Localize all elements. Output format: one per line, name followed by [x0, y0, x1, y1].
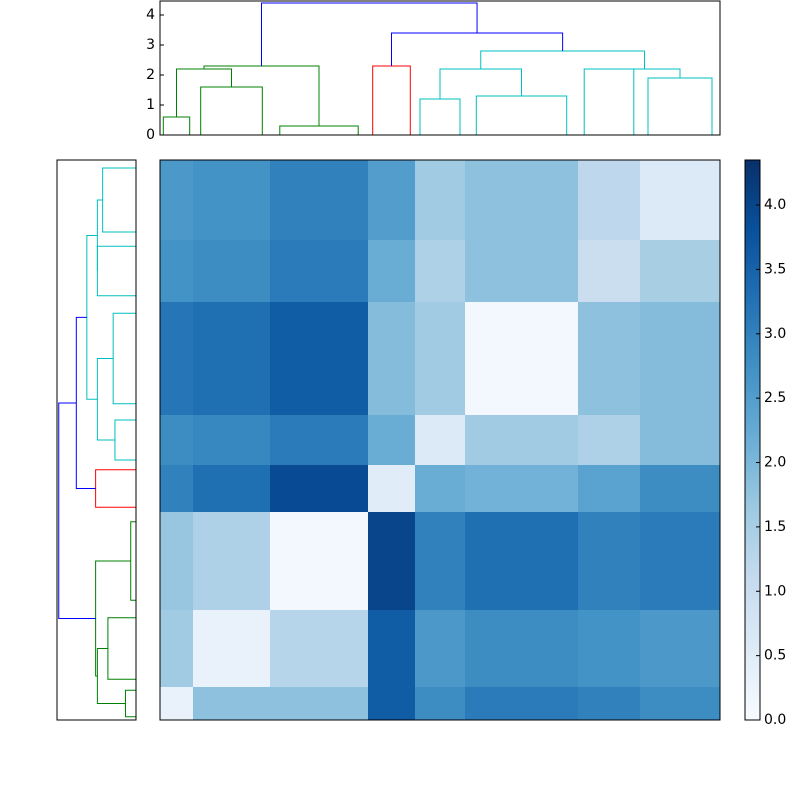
heatmap-cell — [270, 610, 368, 687]
y-tick-label: 1 — [146, 97, 155, 113]
heatmap-cell — [465, 302, 578, 415]
heatmap-cell — [270, 512, 368, 610]
heatmap-cell — [160, 465, 193, 512]
heatmap-cell — [160, 687, 193, 720]
colorbar-tick-label: 2.0 — [764, 455, 786, 471]
heatmap-cell — [368, 687, 415, 720]
heatmap-cell — [368, 610, 415, 687]
heatmap-cell — [193, 465, 270, 512]
heatmap-cell — [193, 610, 270, 687]
heatmap-cell — [160, 610, 193, 687]
left-dendrogram-frame — [56, 159, 137, 721]
heatmap-cell — [640, 160, 720, 240]
heatmap-cell — [160, 415, 193, 465]
y-tick-label: 0 — [146, 127, 155, 143]
colorbar-tick-label: 3.5 — [764, 261, 786, 277]
colorbar-tick-label: 3.0 — [764, 326, 786, 342]
heatmap-cell — [578, 240, 640, 302]
heatmap-cell — [368, 160, 415, 240]
heatmap-cell — [640, 512, 720, 610]
heatmap-cell — [465, 512, 578, 610]
heatmap-cell — [270, 415, 368, 465]
heatmap-cell — [270, 160, 368, 240]
heatmap-cell — [578, 610, 640, 687]
heatmap-cell — [640, 610, 720, 687]
colorbar-tick-label: 2.5 — [764, 390, 786, 406]
heatmap-cell — [368, 415, 415, 465]
left-dendrogram-link — [58, 402, 96, 619]
colorbar-tick-label: 1.0 — [764, 583, 786, 599]
colorbar-tick-label: 1.5 — [764, 519, 786, 535]
heatmap-cell — [415, 465, 465, 512]
heatmap-cell — [578, 687, 640, 720]
heatmap-cell — [640, 302, 720, 415]
heatmap-cell — [270, 465, 368, 512]
y-tick-label: 3 — [146, 37, 155, 53]
heatmap-cell — [270, 687, 368, 720]
heatmap-cell — [640, 415, 720, 465]
heatmap-cell — [415, 610, 465, 687]
heatmap-cell — [368, 465, 415, 512]
heatmap-cell — [193, 415, 270, 465]
heatmap-cell — [578, 160, 640, 240]
heatmap-cell — [415, 302, 465, 415]
heatmap-cell — [465, 160, 578, 240]
heatmap-cell — [640, 465, 720, 512]
heatmap-cell — [578, 512, 640, 610]
heatmap-cell — [368, 302, 415, 415]
heatmap-cell — [415, 160, 465, 240]
colorbar-tick-label: 0.5 — [764, 648, 786, 664]
heatmap-cell — [160, 302, 193, 415]
heatmap-cell — [160, 240, 193, 302]
heatmap-cell — [160, 160, 193, 240]
heatmap-cell — [193, 512, 270, 610]
heatmap-cell — [160, 512, 193, 610]
top-dendrogram-frame — [159, 0, 721, 136]
heatmap-cell — [415, 240, 465, 302]
heatmap-cell — [270, 302, 368, 415]
heatmap-cell — [270, 240, 368, 302]
heatmap-cell — [415, 687, 465, 720]
left-dendrogram-link — [96, 199, 103, 271]
heatmap-cell — [193, 687, 270, 720]
heatmap-cell — [465, 465, 578, 512]
heatmap-cell — [578, 415, 640, 465]
heatmap-cell — [368, 512, 415, 610]
heatmap-cell — [368, 240, 415, 302]
heatmap-cell — [465, 610, 578, 687]
heatmap-cell — [415, 415, 465, 465]
heatmap-cell — [465, 415, 578, 465]
heatmap-cell — [193, 160, 270, 240]
heatmap-cell — [578, 465, 640, 512]
heatmap-cell — [465, 240, 578, 302]
heatmap-cell — [193, 302, 270, 415]
heatmap-cell — [640, 687, 720, 720]
y-tick-label: 4 — [146, 7, 155, 23]
top-dendrogram-link — [261, 2, 478, 66]
heatmap-frame — [159, 159, 721, 721]
colorbar-tick-label: 0.0 — [764, 712, 786, 728]
heatmap-cell — [465, 687, 578, 720]
heatmap-cell — [640, 240, 720, 302]
colorbar — [744, 159, 761, 721]
colorbar-tick-label: 4.0 — [764, 197, 786, 213]
y-tick-label: 2 — [146, 67, 155, 83]
top-dendrogram-link — [609, 68, 681, 78]
heatmap-cell — [415, 512, 465, 610]
heatmap-cell — [193, 240, 270, 302]
heatmap-cell — [578, 302, 640, 415]
